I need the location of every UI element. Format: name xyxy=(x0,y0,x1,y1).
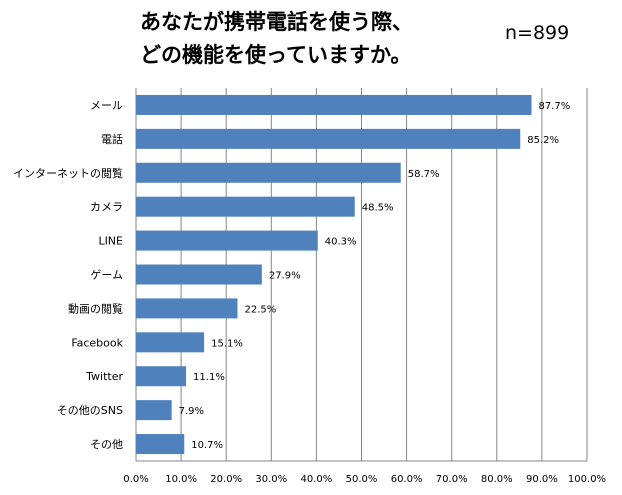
x-tick-label: 60.0% xyxy=(391,474,423,485)
bar xyxy=(136,196,355,217)
category-label: その他のSNS xyxy=(57,404,123,417)
bar xyxy=(136,332,205,353)
data-label: 85.2% xyxy=(527,135,559,146)
bar xyxy=(136,162,401,183)
category-label: ゲーム xyxy=(90,269,123,282)
data-label: 10.7% xyxy=(191,440,223,451)
category-label: Facebook xyxy=(71,336,123,349)
data-label: 58.7% xyxy=(408,169,440,180)
category-label: インターネットの閲覧 xyxy=(13,166,123,180)
data-label: 22.5% xyxy=(244,304,276,315)
chart-title: あなたが携帯電話を使う際、 どの機能を使っていますか。 xyxy=(140,6,480,72)
category-label: その他 xyxy=(90,438,123,451)
x-tick-label: 70.0% xyxy=(436,474,468,485)
x-tick-label: 0.0% xyxy=(123,474,148,485)
x-tick-label: 80.0% xyxy=(481,474,513,485)
data-label: 11.1% xyxy=(193,372,225,383)
category-label: メール xyxy=(90,99,123,112)
x-tick-label: 50.0% xyxy=(346,474,378,485)
x-tick-label: 90.0% xyxy=(526,474,558,485)
title-line-1: あなたが携帯電話を使う際、 xyxy=(140,10,413,34)
x-tick-label: 10.0% xyxy=(165,474,197,485)
bar xyxy=(136,230,318,251)
bar xyxy=(136,264,262,285)
bar xyxy=(136,434,185,455)
category-label: Twitter xyxy=(85,370,123,383)
category-label: 電話 xyxy=(101,132,123,146)
title-line-2: どの機能を使っていますか。 xyxy=(140,43,412,67)
category-label: LINE xyxy=(98,235,123,248)
x-tick-label: 20.0% xyxy=(210,474,242,485)
data-label: 15.1% xyxy=(211,338,243,349)
bar xyxy=(136,94,532,115)
bar xyxy=(136,400,172,421)
x-tick-label: 100.0% xyxy=(568,474,606,485)
sample-size: n=899 xyxy=(505,22,570,44)
x-tick-label: 30.0% xyxy=(255,474,287,485)
data-label: 40.3% xyxy=(325,237,357,248)
data-label: 27.9% xyxy=(269,271,301,282)
bar xyxy=(136,128,521,149)
data-label: 48.5% xyxy=(362,203,394,214)
data-label: 87.7% xyxy=(539,101,571,112)
category-label: 動画の閲覧 xyxy=(68,301,123,315)
data-label: 7.9% xyxy=(179,406,204,417)
x-tick-label: 40.0% xyxy=(301,474,333,485)
bar xyxy=(136,366,187,387)
bar xyxy=(136,298,238,319)
category-label: カメラ xyxy=(90,201,123,214)
